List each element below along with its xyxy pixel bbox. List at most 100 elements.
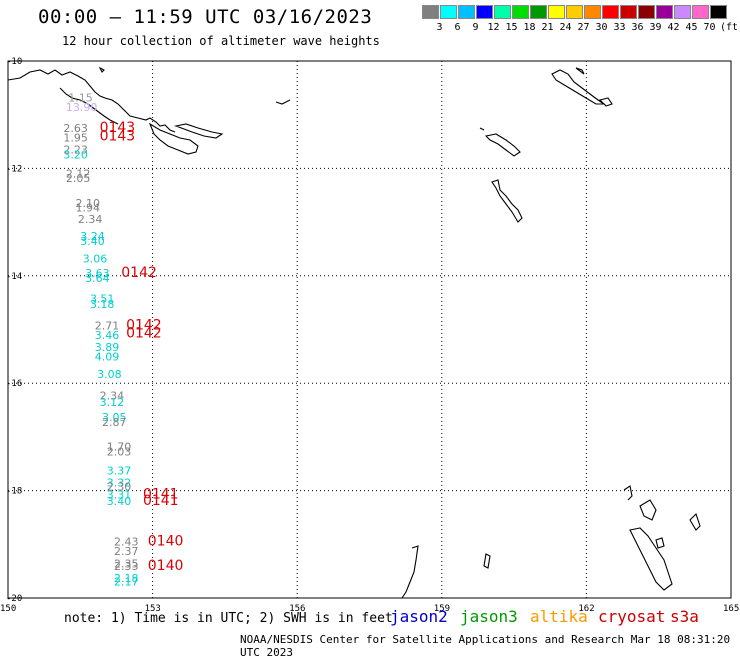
swh-reading: 3.12 bbox=[100, 396, 125, 409]
coastline-islet-3 bbox=[479, 127, 485, 131]
footer-credit: NOAA/NESDIS Center for Satellite Applica… bbox=[240, 633, 731, 659]
swh-reading: 13.90 bbox=[66, 101, 98, 114]
swh-reading: 3.18 bbox=[90, 298, 115, 311]
pass-time-label: 0142 bbox=[126, 326, 162, 342]
coastline-solomons-3 bbox=[598, 97, 613, 107]
swh-reading: 2.03 bbox=[107, 446, 132, 459]
legend-unit: (ft) bbox=[720, 22, 740, 33]
coastline-solomons-4 bbox=[484, 133, 521, 157]
satellite-jason2: jason2 bbox=[390, 607, 448, 626]
pass-time-label: 0142 bbox=[126, 318, 162, 334]
swh-reading: 2.37 bbox=[114, 545, 139, 558]
satellite-s3a: s3a bbox=[670, 607, 699, 626]
legend-label: 70 bbox=[703, 22, 716, 33]
legend-swatch bbox=[530, 5, 547, 19]
legend-label: 36 bbox=[631, 22, 644, 33]
coastline-island-1 bbox=[59, 87, 119, 125]
satellite-cryosat: cryosat bbox=[598, 607, 666, 626]
lat-label: -16 bbox=[6, 379, 22, 389]
lon-label: 150 bbox=[0, 604, 16, 614]
swh-reading: 3.08 bbox=[97, 368, 122, 381]
swh-reading: 3.64 bbox=[85, 272, 110, 285]
legend-label: 21 bbox=[541, 22, 554, 33]
swh-reading: 3.31 bbox=[107, 489, 132, 502]
swh-reading: 2.34 bbox=[78, 213, 103, 226]
swh-reading: 1.94 bbox=[75, 201, 100, 214]
lat-label: -10 bbox=[6, 57, 22, 67]
legend-swatch bbox=[548, 5, 565, 19]
swh-reading: 3.06 bbox=[83, 252, 108, 265]
coastline-reef-1 bbox=[401, 545, 419, 599]
coastline-rennell bbox=[491, 179, 523, 223]
legend-swatch bbox=[602, 5, 619, 19]
legend-swatch bbox=[422, 5, 439, 19]
swh-reading: 2.71 bbox=[95, 320, 120, 333]
swh-reading: 2.12 bbox=[66, 168, 91, 181]
legend-swatch bbox=[494, 5, 511, 19]
map-subtitle: 12 hour collection of altimeter wave hei… bbox=[62, 34, 380, 48]
lon-label: 156 bbox=[289, 604, 305, 614]
swh-reading: 2.87 bbox=[102, 416, 127, 429]
pass-time-label: 0143 bbox=[100, 128, 136, 144]
coastline-island-2 bbox=[174, 123, 224, 139]
legend-swatch bbox=[674, 5, 691, 19]
swh-reading: 2.17 bbox=[114, 576, 139, 589]
coastlines bbox=[7, 66, 701, 599]
legend-swatch bbox=[566, 5, 583, 19]
pass-time-label: 0140 bbox=[148, 558, 184, 574]
pass-time-label: 0141 bbox=[143, 487, 179, 503]
coastline-loyalty-2 bbox=[639, 499, 657, 521]
swh-reading: 2.63 bbox=[63, 122, 88, 135]
pass-time-label: 0143 bbox=[100, 120, 136, 136]
legend-label: 15 bbox=[505, 22, 518, 33]
lon-label: 159 bbox=[434, 604, 450, 614]
legend-label: 42 bbox=[667, 22, 680, 33]
swh-reading: 3.89 bbox=[95, 341, 120, 354]
coastline-loyalty-1 bbox=[623, 485, 633, 501]
swh-reading: 2.23 bbox=[63, 143, 88, 156]
swh-reading: 2.35 bbox=[114, 557, 139, 570]
swh-reading: 3.40 bbox=[80, 235, 105, 248]
swh-reading: 2.18 bbox=[114, 572, 139, 585]
swh-reading: 2.33 bbox=[114, 560, 139, 573]
coastline-loyalty-3 bbox=[629, 527, 673, 591]
swh-reading: 3.37 bbox=[107, 464, 132, 477]
legend-swatch bbox=[512, 5, 529, 19]
swh-reading: 1.15 bbox=[68, 91, 93, 104]
legend-label: 30 bbox=[595, 22, 608, 33]
legend-swatch bbox=[638, 5, 655, 19]
coastline-solomons-2 bbox=[575, 67, 585, 75]
pass-time-label: 0142 bbox=[121, 265, 157, 281]
legend-label: 3 bbox=[436, 22, 443, 33]
legend-swatch bbox=[656, 5, 673, 19]
swh-reading: 3.51 bbox=[90, 293, 115, 306]
lat-label: -18 bbox=[6, 487, 22, 497]
swh-reading: 2.05 bbox=[66, 172, 91, 185]
swh-reading: 3.24 bbox=[80, 230, 105, 243]
legend-swatch bbox=[440, 5, 457, 19]
legend-swatch bbox=[710, 5, 727, 19]
coastline-solomons-1 bbox=[551, 69, 606, 105]
footer-note: note: 1) Time is in UTC; 2) SWH is in fe… bbox=[64, 611, 393, 626]
map-frame bbox=[7, 60, 732, 599]
lon-label: 165 bbox=[723, 604, 739, 614]
satellite-altika: altika bbox=[530, 607, 588, 626]
legend-label: 12 bbox=[487, 22, 500, 33]
legend-swatch bbox=[476, 5, 493, 19]
swh-reading: 3.40 bbox=[107, 495, 132, 508]
swh-reading: 3.32 bbox=[107, 476, 132, 489]
satellite-jason3: jason3 bbox=[460, 607, 518, 626]
legend-swatch bbox=[620, 5, 637, 19]
pass-time-label: 0140 bbox=[148, 533, 184, 549]
lat-label: -20 bbox=[6, 594, 22, 604]
coastline-loyalty-5 bbox=[689, 512, 701, 531]
swh-reading: 2.30 bbox=[107, 481, 132, 494]
swh-reading: 4.09 bbox=[95, 351, 120, 364]
legend-label: 33 bbox=[613, 22, 626, 33]
lon-label: 153 bbox=[145, 604, 161, 614]
coastline-bougainville-tip bbox=[148, 122, 199, 155]
legend-label: 27 bbox=[577, 22, 590, 33]
